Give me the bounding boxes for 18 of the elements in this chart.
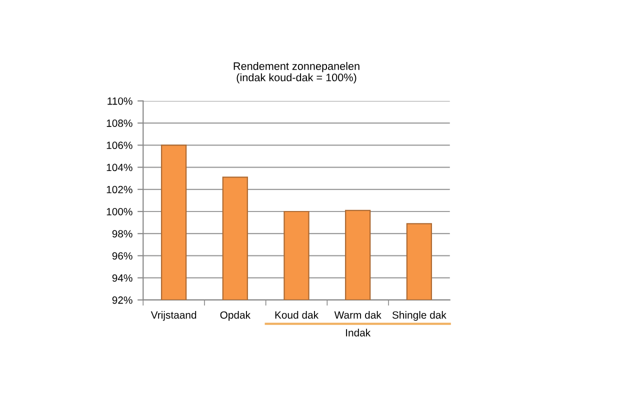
x-tick-label: Opdak	[220, 311, 251, 321]
y-tick-label: 100%	[106, 208, 132, 216]
chart-title: Rendement zonnepanelen	[234, 62, 360, 72]
y-tick-label: 94%	[112, 274, 132, 282]
y-tick-label: 96%	[112, 252, 132, 260]
x-tick-label: Warm dak	[334, 311, 382, 319]
y-tick-label: 106%	[106, 142, 132, 150]
x-tick-label: Koud dak	[275, 311, 319, 319]
y-tick-label: 102%	[106, 186, 132, 194]
y-tick-label: 104%	[106, 164, 132, 172]
chart-subtitle: (indak koud-dak = 100%)	[236, 73, 356, 84]
y-tick-label: 108%	[106, 120, 132, 127]
x-tick-label: Shingle dak	[392, 311, 446, 321]
y-tick-label: 98%	[112, 230, 132, 238]
y-tick-label: 110%	[108, 97, 132, 105]
text: Indak	[346, 328, 371, 336]
x-tick-label: Vrijstaand	[150, 311, 196, 321]
y-tick-label: 92%	[112, 296, 132, 304]
